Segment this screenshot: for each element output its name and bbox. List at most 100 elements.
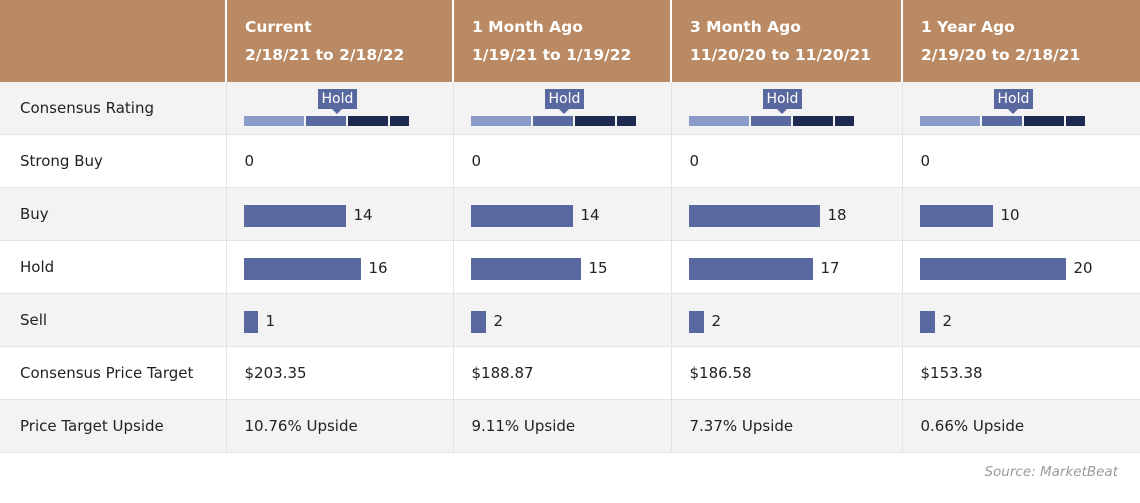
bar-cell: 2: [671, 293, 903, 347]
price-target-value: $186.58: [689, 364, 752, 382]
rating-scale-segment: [574, 116, 615, 126]
column-header-3-month: 3 Month Ago 11/20/20 to 11/20/21: [671, 0, 903, 82]
rating-scale-segment: [305, 116, 346, 126]
value-cell: 0: [671, 134, 903, 188]
row-label: Consensus Price Target: [0, 346, 227, 400]
value-cell: $153.38: [902, 346, 1140, 400]
value-cell: 7.37% Upside: [671, 399, 903, 453]
buy-bar-label: 18: [827, 206, 847, 224]
rating-scale-segment: [834, 116, 854, 126]
rating-scale-segment: [470, 116, 531, 126]
value-cell: 0: [226, 134, 454, 188]
value-cell: $186.58: [671, 346, 903, 400]
row-buy: Buy 14 14 18 10: [0, 187, 1140, 241]
row-upside: Price Target Upside 10.76% Upside 9.11% …: [0, 399, 1140, 453]
rating-scale-segment: [347, 116, 388, 126]
gauge-cell: Hold: [453, 82, 672, 135]
value-cell: $203.35: [226, 346, 454, 400]
column-header-1-year: 1 Year Ago 2/19/20 to 2/18/21: [902, 0, 1140, 82]
buy-bar-label: 14: [580, 206, 600, 224]
rating-scale-segment: [981, 116, 1022, 126]
sell-bar: [470, 311, 486, 333]
column-dates: 11/20/20 to 11/20/21: [690, 46, 871, 64]
rating-scale-segment: [750, 116, 791, 126]
bar-cell: 17: [671, 240, 903, 294]
sell-bar-label: 1: [265, 312, 276, 330]
strong-buy-value: 0: [689, 152, 700, 170]
hold-bar-label: 17: [820, 259, 840, 277]
hold-bar: [470, 258, 581, 280]
bar-cell: 18: [671, 187, 903, 241]
column-header-current: Current 2/18/21 to 2/18/22: [226, 0, 454, 82]
value-cell: $188.87: [453, 346, 672, 400]
rating-scale-segment: [389, 116, 409, 126]
column-title: 1 Year Ago: [921, 18, 1015, 36]
sell-bar-label: 2: [942, 312, 953, 330]
value-cell: 0: [902, 134, 1140, 188]
column-title: 1 Month Ago: [472, 18, 583, 36]
column-header-1-month: 1 Month Ago 1/19/21 to 1/19/22: [453, 0, 672, 82]
hold-bar-label: 20: [1073, 259, 1093, 277]
bar-cell: 15: [453, 240, 672, 294]
rating-scale-segment: [1065, 116, 1085, 126]
rating-scale-segment: [532, 116, 573, 126]
rating-scale-segment: [616, 116, 636, 126]
buy-bar: [919, 205, 993, 227]
row-price-target: Consensus Price Target $203.35 $188.87 $…: [0, 346, 1140, 400]
row-label: Sell: [0, 293, 227, 347]
hold-bar-label: 16: [368, 259, 388, 277]
gauge-cell: Hold: [902, 82, 1140, 135]
upside-value: 10.76% Upside: [244, 417, 358, 435]
bar-cell: 16: [226, 240, 454, 294]
gauge-cell: Hold: [671, 82, 903, 135]
sell-bar: [688, 311, 704, 333]
row-label: Hold: [0, 240, 227, 294]
bar-cell: 14: [226, 187, 454, 241]
row-label: Consensus Rating: [0, 82, 227, 135]
consensus-rating-marker: Hold: [544, 89, 585, 114]
value-cell: 0.66% Upside: [902, 399, 1140, 453]
column-title: 3 Month Ago: [690, 18, 801, 36]
price-target-value: $153.38: [920, 364, 983, 382]
upside-value: 0.66% Upside: [920, 417, 1025, 435]
buy-bar: [243, 205, 346, 227]
strong-buy-value: 0: [244, 152, 255, 170]
consensus-rating-marker: Hold: [762, 89, 803, 114]
strong-buy-value: 0: [920, 152, 931, 170]
gauge-cell: Hold: [226, 82, 454, 135]
sell-bar-label: 2: [711, 312, 722, 330]
value-cell: 9.11% Upside: [453, 399, 672, 453]
consensus-rating-marker: Hold: [993, 89, 1034, 114]
buy-bar: [688, 205, 820, 227]
buy-bar-label: 10: [1000, 206, 1020, 224]
consensus-rating-marker: Hold: [317, 89, 358, 114]
row-hold: Hold 16 15 17 20: [0, 240, 1140, 294]
sell-bar: [919, 311, 935, 333]
sell-bar-label: 2: [493, 312, 504, 330]
bar-cell: 1: [226, 293, 454, 347]
bar-cell: 14: [453, 187, 672, 241]
header-row: Current 2/18/21 to 2/18/22 1 Month Ago 1…: [0, 0, 1140, 82]
hold-bar: [919, 258, 1066, 280]
bar-cell: 20: [902, 240, 1140, 294]
sell-bar: [243, 311, 258, 333]
upside-value: 9.11% Upside: [471, 417, 576, 435]
header-corner: [0, 0, 227, 82]
rating-scale-segment: [243, 116, 304, 126]
price-target-value: $203.35: [244, 364, 307, 382]
rating-scale-segment: [1023, 116, 1064, 126]
upside-value: 7.37% Upside: [689, 417, 794, 435]
ratings-table: Current 2/18/21 to 2/18/22 1 Month Ago 1…: [0, 0, 1140, 453]
row-consensus-rating: Consensus Rating Hold Hold Hold Hold: [0, 82, 1140, 135]
column-dates: 2/18/21 to 2/18/22: [245, 46, 405, 64]
strong-buy-value: 0: [471, 152, 482, 170]
bar-cell: 10: [902, 187, 1140, 241]
column-title: Current: [245, 18, 312, 36]
value-cell: 0: [453, 134, 672, 188]
source-note: Source: MarketBeat: [984, 464, 1118, 480]
buy-bar: [470, 205, 573, 227]
price-target-value: $188.87: [471, 364, 534, 382]
hold-bar: [688, 258, 813, 280]
hold-bar: [243, 258, 361, 280]
